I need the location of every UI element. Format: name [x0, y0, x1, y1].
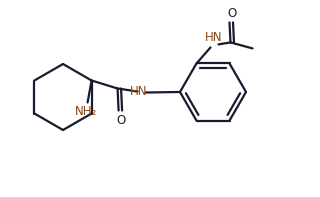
Text: HN: HN [204, 31, 222, 44]
Text: HN: HN [130, 85, 147, 98]
Text: O: O [227, 7, 236, 20]
Text: NH₂: NH₂ [75, 104, 97, 117]
Text: O: O [116, 113, 125, 126]
